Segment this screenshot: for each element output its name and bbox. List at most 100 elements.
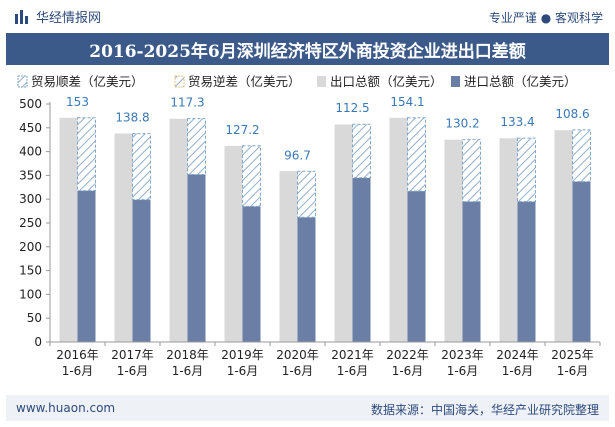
x-tick-label-line: 1-6月 — [62, 364, 94, 378]
x-tick-label-line: 1-6月 — [557, 364, 589, 378]
legend: 贸易顺差（亿美元） 贸易逆差（亿美元） 出口总额（亿美元） 进口总额（亿美元） — [17, 74, 577, 89]
legend-label: 进口总额（亿美元） — [464, 74, 577, 89]
x-tick-label-line: 1-6月 — [227, 364, 259, 378]
slogan: 专业严谨 ● 客观科学 — [488, 11, 603, 25]
x-tick-label-line: 2016年 — [56, 348, 99, 362]
surplus-bar — [242, 145, 261, 207]
x-tick-label-line: 2017年 — [111, 348, 154, 362]
surplus-bar — [407, 117, 426, 192]
x-tick-label: 2019年 1-6月 — [221, 348, 264, 378]
surplus-bar — [132, 133, 151, 201]
legend-swatch — [317, 76, 326, 87]
brand: 华经情报网 — [14, 7, 101, 26]
export-bar — [444, 139, 463, 342]
y-tick-label: 0 — [34, 335, 42, 349]
x-tick-label: 2023年 1-6月 — [441, 348, 484, 378]
surplus-value-label: 154.1 — [390, 95, 424, 109]
surplus-value-label: 108.6 — [555, 107, 589, 121]
surplus-bar — [517, 137, 536, 203]
x-tick-label: 2020年 1-6月 — [276, 348, 319, 378]
y-tick-label: 250 — [19, 216, 42, 230]
x-tick-label: 2021年 1-6月 — [331, 348, 374, 378]
import-bar — [187, 174, 206, 342]
surplus-bar — [77, 117, 96, 192]
x-tick-label: 2025年 1-6月 — [551, 348, 594, 378]
huajing-logo-icon — [15, 9, 28, 24]
data-labels: 153 138.8 117.3 127.2 96.7 112.5 154.1 130.2 133… — [66, 95, 590, 163]
export-bar — [279, 171, 298, 342]
import-bar — [352, 177, 371, 342]
export-bar — [554, 130, 573, 342]
footer-source: 数据来源：中国海关，华经产业研究院整理 — [370, 403, 599, 417]
x-tick-label-line: 1-6月 — [447, 364, 479, 378]
surplus-value-label: 127.2 — [225, 123, 259, 137]
surplus-bar — [187, 118, 206, 175]
x-tick-label: 2018年 1-6月 — [166, 348, 209, 378]
legend-label: 出口总额（亿美元） — [330, 74, 443, 89]
surplus-bar — [462, 139, 481, 203]
surplus-value-label: 138.8 — [115, 111, 149, 125]
x-tick-label-line: 1-6月 — [392, 364, 424, 378]
export-bar — [224, 145, 243, 342]
import-bar — [242, 206, 261, 342]
import-bar — [77, 190, 96, 342]
x-tick-label-line: 1-6月 — [117, 364, 149, 378]
y-tick-label: 400 — [19, 145, 42, 159]
x-tick-label: 2016年 1-6月 — [56, 348, 99, 378]
y-tick-label: 500 — [19, 97, 42, 111]
x-tick-label-line: 2022年 — [386, 348, 429, 362]
x-tick-label-line: 1-6月 — [172, 364, 204, 378]
surplus-value-label: 117.3 — [170, 96, 204, 110]
top-bar: 华经情报网 专业严谨 ● 客观科学 — [0, 0, 615, 32]
surplus-value-label: 153 — [66, 95, 89, 109]
footer: www.huaon.com 数据来源：中国海关，华经产业研究院整理 — [6, 395, 609, 421]
x-tick-label-line: 2025年 — [551, 348, 594, 362]
export-bar — [499, 138, 518, 342]
import-bar — [517, 201, 536, 342]
chart: 贸易顺差（亿美元） 贸易逆差（亿美元） 出口总额（亿美元） 进口总额（亿美元） 0 50… — [17, 74, 601, 378]
import-bar — [572, 181, 591, 342]
brand-name: 华经情报网 — [36, 11, 102, 26]
export-bar — [59, 117, 78, 342]
y-tick-label: 300 — [19, 192, 42, 206]
x-tick-label-line: 2018年 — [166, 348, 209, 362]
y-tick-label: 100 — [19, 287, 42, 301]
import-bar — [407, 191, 426, 342]
chart-title: 2016-2025年6月深圳经济特区外商投资企业进出口差额 — [6, 33, 609, 65]
y-axis: 0 50 100 150 200 250 300 350 400 450 500 — [19, 97, 51, 349]
x-tick-label: 2024年 1-6月 — [496, 348, 539, 378]
import-bar — [132, 199, 151, 342]
x-tick-label-line: 2023年 — [441, 348, 484, 362]
surplus-value-label: 96.7 — [284, 148, 311, 162]
import-bar — [462, 201, 481, 342]
x-tick-label: 2022年 1-6月 — [386, 348, 429, 378]
surplus-value-label: 112.5 — [335, 101, 369, 115]
x-tick-label-line: 1-6月 — [282, 364, 314, 378]
x-tick-label: 2017年 1-6月 — [111, 348, 154, 378]
export-bar — [389, 117, 408, 342]
legend-swatch — [17, 75, 28, 88]
export-bar — [114, 133, 133, 342]
x-tick-label-line: 1-6月 — [502, 364, 534, 378]
y-tick-label: 450 — [19, 121, 42, 135]
y-tick-label: 150 — [19, 264, 42, 278]
x-tick-label-line: 2019年 — [221, 348, 264, 362]
surplus-value-label: 130.2 — [445, 117, 479, 131]
y-tick-label: 200 — [19, 240, 42, 254]
export-bar — [334, 124, 353, 342]
x-tick-label-line: 2021年 — [331, 348, 374, 362]
x-tick-label-line: 2020年 — [276, 348, 319, 362]
import-bar — [297, 217, 316, 342]
x-tick-label-line: 1-6月 — [337, 364, 369, 378]
legend-label: 贸易顺差（亿美元） — [31, 74, 144, 89]
footer-site: www.huaon.com — [16, 401, 116, 415]
surplus-bar — [297, 170, 316, 218]
x-tick-label-line: 2024年 — [496, 348, 539, 362]
bars — [59, 117, 591, 342]
y-tick-label: 350 — [19, 168, 42, 182]
legend-swatch — [451, 76, 460, 87]
export-bar — [169, 118, 188, 342]
legend-swatch — [174, 75, 185, 88]
surplus-bar — [352, 123, 371, 179]
